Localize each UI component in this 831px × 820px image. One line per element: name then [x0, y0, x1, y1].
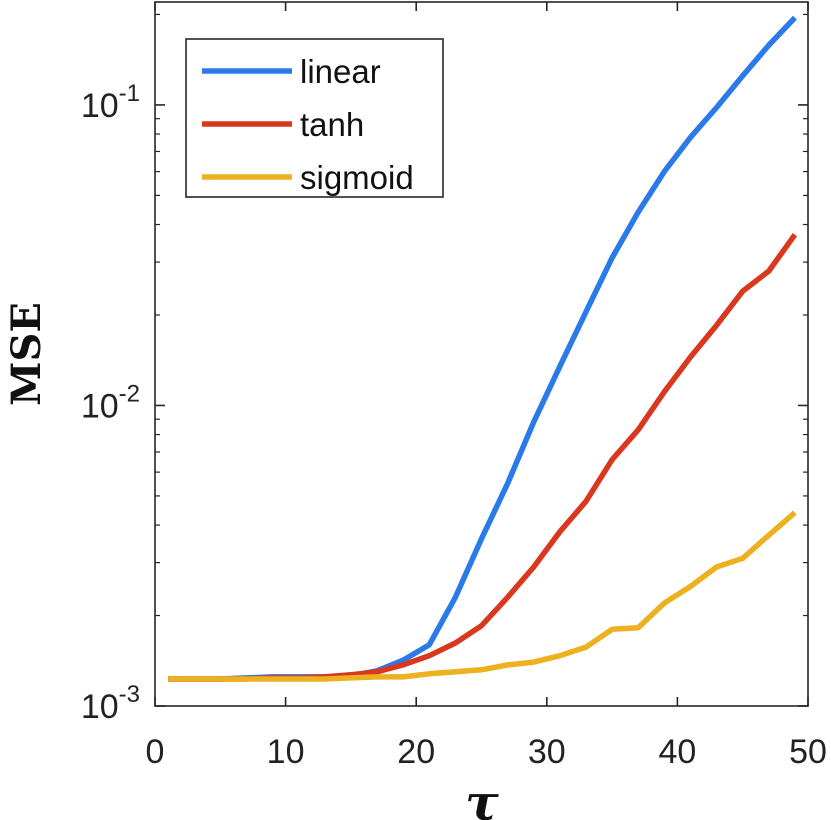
series-line-tanh [168, 233, 798, 682]
legend-label-linear: linear [300, 53, 381, 90]
axes-frame [154, 1, 809, 707]
legend-label-sigmoid: sigmoid [300, 159, 414, 196]
y-tick-exponent: -1 [119, 80, 140, 107]
y-axis-label: MSE [3, 302, 50, 406]
y-tick-label: 10-1 [81, 80, 140, 125]
plot-area-box [154, 1, 809, 707]
x-tick-label: 20 [397, 733, 435, 771]
x-tick-label: 30 [528, 733, 566, 771]
legend: linear tanh sigmoid [185, 38, 444, 198]
x-tick-label: 40 [658, 733, 696, 771]
series-layer [168, 15, 798, 682]
x-tick-label: 50 [789, 733, 827, 771]
x-axis-label: τ [465, 773, 499, 820]
series-line-sigmoid [168, 510, 797, 682]
y-tick-label: 10-3 [81, 681, 140, 726]
y-tick-label: 10-2 [81, 380, 140, 425]
y-tick-base: 10 [81, 387, 119, 425]
x-tick-label: 10 [267, 733, 305, 771]
legend-box [185, 38, 444, 198]
y-tick-exponent: -3 [119, 681, 140, 708]
x-tick-label: 0 [146, 733, 165, 771]
legend-label-tanh: tanh [300, 106, 364, 143]
y-tick-base: 10 [81, 688, 119, 726]
y-tick-base: 10 [81, 87, 119, 125]
y-tick-exponent: -2 [119, 380, 140, 407]
